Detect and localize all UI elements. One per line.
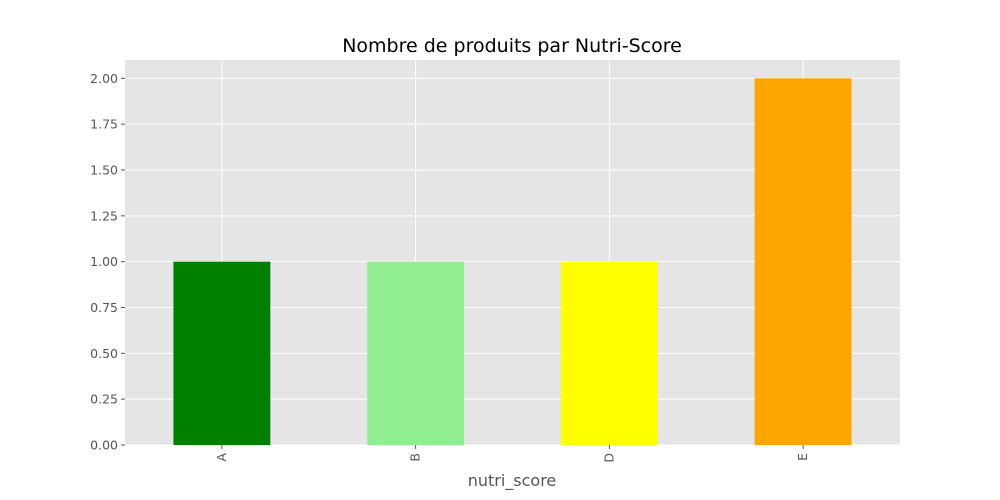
x-tick-label: E xyxy=(795,453,810,461)
y-tick-label: 1.75 xyxy=(90,117,118,132)
y-tick-label: 2.00 xyxy=(90,71,118,86)
y-tick-label: 1.50 xyxy=(90,163,118,178)
x-tick-label: A xyxy=(214,453,229,462)
bars xyxy=(173,78,852,445)
y-tick-label: 1.00 xyxy=(90,254,118,269)
bar-a xyxy=(173,261,271,445)
y-axis-ticks: 0.00 0.25 0.50 0.75 1.00 1.25 1.50 1.75 2.00 xyxy=(90,71,125,453)
x-tick-label: B xyxy=(408,453,423,462)
y-tick-label: 0.75 xyxy=(90,300,118,315)
x-tick-label: D xyxy=(601,453,616,463)
bar-d xyxy=(560,261,658,445)
chart-title: Nombre de produits par Nutri-Score xyxy=(342,35,682,57)
y-tick-label: 0.00 xyxy=(90,438,118,453)
y-tick-label: 1.25 xyxy=(90,208,118,223)
bar-e xyxy=(754,78,852,445)
x-axis-label: nutri_score xyxy=(468,471,557,491)
bar-b xyxy=(367,261,465,445)
y-tick-label: 0.50 xyxy=(90,346,118,361)
y-tick-label: 0.25 xyxy=(90,392,118,407)
